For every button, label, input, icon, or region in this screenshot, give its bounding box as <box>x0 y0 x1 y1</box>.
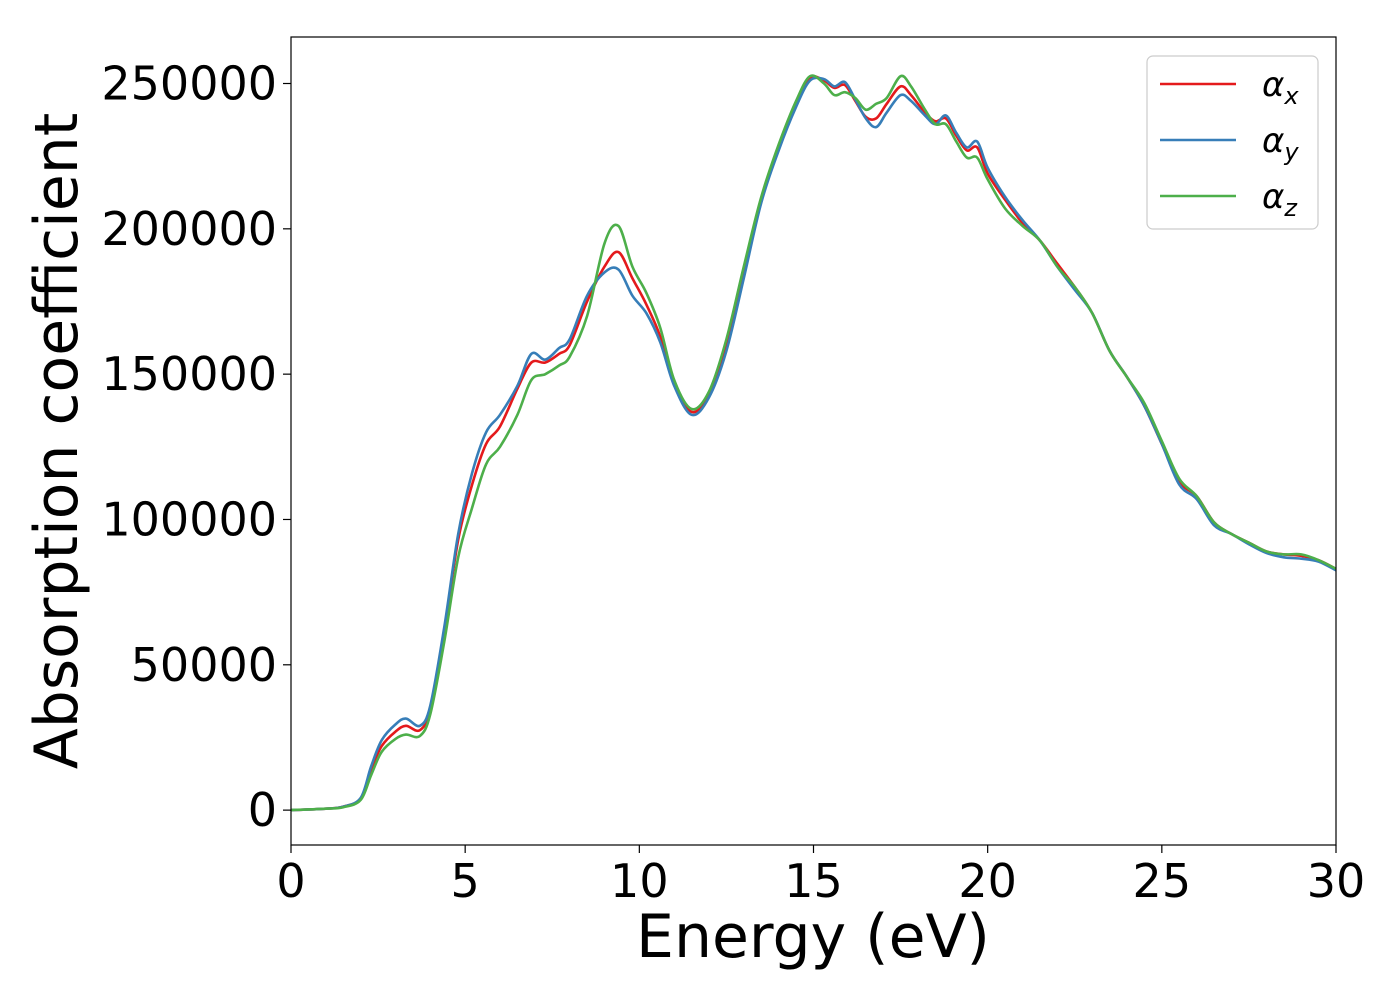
y-axis-ticks: 0 50000 100000 150000 200000 250000 <box>101 57 291 837</box>
x-tick-label: 30 <box>1307 854 1366 908</box>
y-tick-label: 0 <box>248 783 277 837</box>
series-lines <box>290 74 1337 812</box>
y-tick-label: 200000 <box>101 202 277 256</box>
legend-label-y: αy <box>1262 121 1299 166</box>
y-tick-label: 100000 <box>101 492 277 546</box>
x-axis-title: Energy (eV) <box>636 902 990 972</box>
y-tick-label: 150000 <box>101 347 277 401</box>
x-tick-label: 25 <box>1133 854 1192 908</box>
x-axis-ticks: 0 5 10 15 20 25 30 <box>276 845 1365 908</box>
y-tick-label: 250000 <box>101 57 277 111</box>
x-tick-label: 15 <box>784 854 843 908</box>
y-tick-label: 50000 <box>131 638 277 692</box>
x-tick-label: 0 <box>276 854 305 908</box>
x-tick-label: 10 <box>610 854 669 908</box>
x-tick-label: 5 <box>451 854 480 908</box>
legend-label-x: αx <box>1262 65 1299 110</box>
x-tick-label: 20 <box>958 854 1017 908</box>
legend-label-z: αz <box>1262 177 1298 222</box>
y-axis-title: Absorption coefficient <box>22 113 92 770</box>
series-line-z <box>290 74 1337 812</box>
legend-box <box>1146 55 1319 230</box>
legend: αx αy αz <box>1146 55 1319 230</box>
